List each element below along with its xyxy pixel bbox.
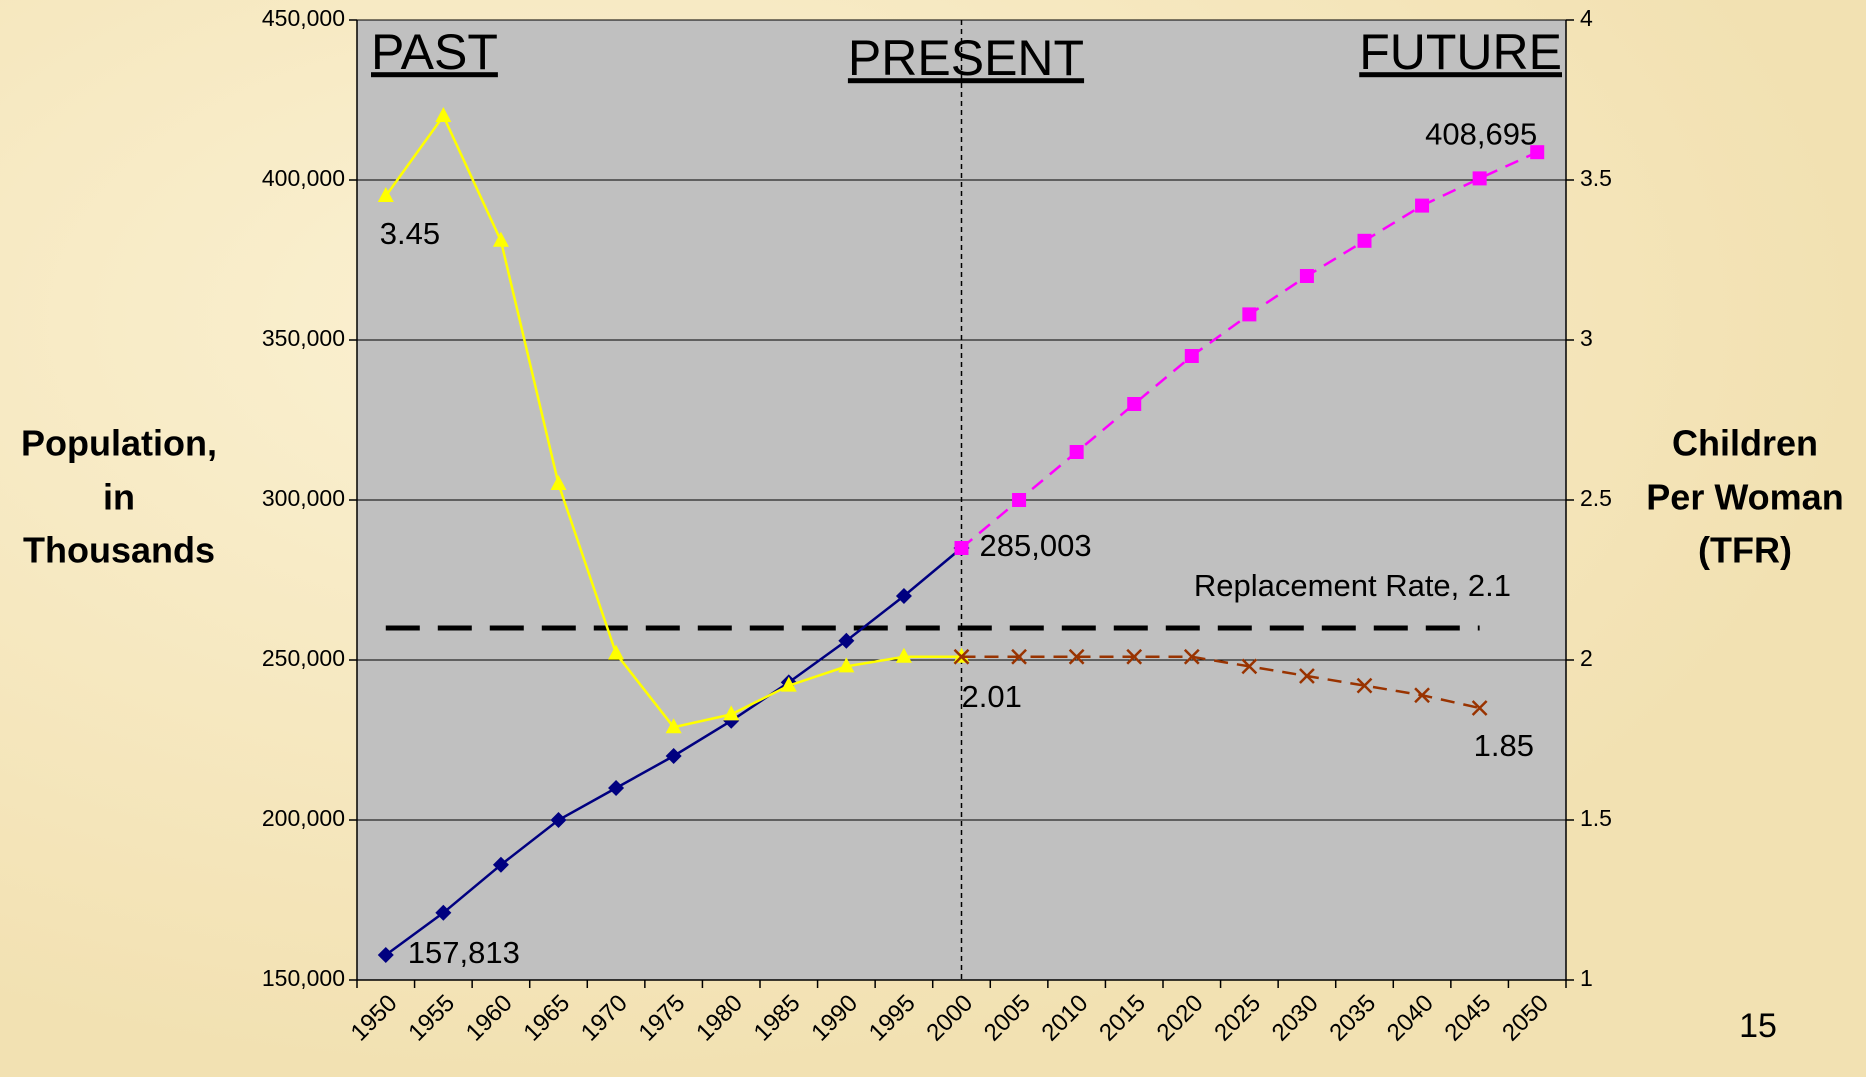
replacement-label: Replacement Rate, 2.1 bbox=[1194, 568, 1511, 603]
triangle-marker bbox=[838, 657, 855, 673]
y2-axis-title: Per Woman bbox=[1646, 477, 1843, 518]
x-marker bbox=[1183, 648, 1200, 665]
y-tick-label: 150,000 bbox=[262, 965, 345, 991]
y2-axis-title: (TFR) bbox=[1698, 530, 1792, 571]
diamond-marker bbox=[665, 748, 682, 764]
y2-axis-title: Children bbox=[1672, 423, 1818, 464]
square-marker bbox=[1069, 445, 1084, 459]
y-axis-title: Population, bbox=[21, 423, 217, 464]
triangle-marker bbox=[550, 475, 567, 490]
x-marker bbox=[1126, 648, 1143, 665]
y2-tick-label: 4 bbox=[1580, 5, 1593, 31]
triangle-marker bbox=[895, 647, 912, 663]
data-label: 2.01 bbox=[962, 679, 1022, 714]
y-tick-label: 200,000 bbox=[262, 805, 345, 831]
triangle-marker bbox=[723, 705, 740, 721]
square-marker bbox=[1299, 269, 1314, 283]
y2-tick-label: 1 bbox=[1580, 965, 1593, 991]
x-marker bbox=[1068, 648, 1085, 665]
y-axis-title: Thousands bbox=[23, 530, 215, 571]
y-tick-label: 400,000 bbox=[262, 165, 345, 191]
y2-tick-label: 3.5 bbox=[1580, 165, 1612, 191]
data-label: 157,813 bbox=[408, 935, 520, 970]
y2-tick-label: 2.5 bbox=[1580, 485, 1612, 511]
y-tick-label: 250,000 bbox=[262, 645, 345, 671]
diamond-marker bbox=[608, 780, 625, 796]
square-marker bbox=[1242, 307, 1257, 322]
square-marker bbox=[1415, 198, 1430, 213]
diamond-marker bbox=[550, 812, 567, 828]
x-marker bbox=[1241, 658, 1258, 675]
diamond-marker bbox=[838, 632, 855, 649]
x-marker bbox=[1011, 648, 1027, 665]
data-label: 3.45 bbox=[380, 216, 440, 251]
y2-tick-label: 3 bbox=[1580, 325, 1593, 351]
x-marker bbox=[953, 648, 970, 665]
square-marker bbox=[1530, 145, 1545, 160]
square-marker bbox=[1127, 397, 1142, 411]
triangle-marker bbox=[780, 676, 797, 692]
square-marker bbox=[1012, 493, 1027, 507]
x-marker bbox=[1414, 687, 1430, 704]
triangle-marker bbox=[665, 718, 682, 734]
square-marker bbox=[1357, 233, 1372, 248]
square-marker bbox=[1184, 349, 1199, 363]
past-heading: PAST bbox=[371, 24, 498, 80]
diamond-marker bbox=[377, 946, 394, 963]
x-marker bbox=[1299, 668, 1315, 684]
data-label: 1.85 bbox=[1474, 728, 1534, 763]
series-line bbox=[961, 655, 1480, 710]
y2-tick-label: 2 bbox=[1580, 645, 1593, 671]
square-marker bbox=[1472, 171, 1487, 186]
y2-tick-label: 1.5 bbox=[1580, 805, 1612, 831]
triangle-marker bbox=[377, 187, 394, 202]
triangle-marker bbox=[608, 644, 625, 660]
diamond-marker bbox=[492, 856, 509, 873]
data-label: 285,003 bbox=[980, 528, 1092, 563]
present-heading: PRESENT bbox=[848, 30, 1084, 86]
y-tick-label: 300,000 bbox=[262, 485, 345, 511]
square-marker bbox=[954, 540, 969, 555]
x-marker bbox=[1356, 677, 1373, 694]
triangle-marker bbox=[435, 107, 452, 122]
page-number: 15 bbox=[1739, 1007, 1777, 1045]
y-tick-label: 350,000 bbox=[262, 325, 345, 351]
data-label: 408,695 bbox=[1425, 116, 1537, 151]
future-heading: FUTURE bbox=[1359, 24, 1562, 80]
x-marker bbox=[1471, 700, 1488, 716]
diamond-marker bbox=[895, 588, 912, 604]
triangle-marker bbox=[492, 231, 509, 247]
y-tick-label: 450,000 bbox=[262, 5, 345, 31]
y-axis-title: in bbox=[103, 477, 135, 518]
diamond-marker bbox=[435, 904, 452, 921]
